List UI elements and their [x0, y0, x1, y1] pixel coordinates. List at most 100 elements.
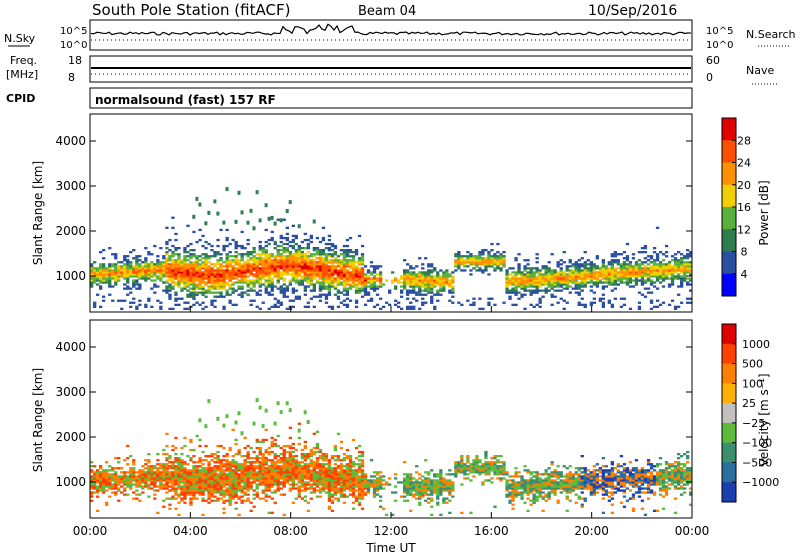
- data-cell: [409, 485, 413, 488]
- data-cell: [264, 253, 268, 256]
- data-cell: [309, 279, 313, 282]
- data-cell: [436, 497, 440, 500]
- data-cell: [93, 465, 97, 468]
- data-cell: [448, 275, 452, 278]
- data-cell: [210, 493, 214, 496]
- data-cell: [421, 271, 425, 274]
- data-cell: [493, 263, 497, 266]
- data-cell: [354, 253, 359, 256]
- data-cell: [375, 485, 380, 488]
- data-cell: [261, 265, 265, 268]
- data-cell: [210, 485, 214, 488]
- data-cell: [613, 259, 617, 262]
- data-cell: [433, 491, 437, 494]
- data-cell: [430, 275, 434, 278]
- data-cell: [168, 295, 172, 298]
- data-cell: [267, 465, 271, 468]
- data-cell: [246, 293, 250, 296]
- data-cell: [240, 257, 244, 260]
- data-cell: [336, 295, 341, 298]
- data-cell: [436, 279, 440, 282]
- data-cell: [363, 477, 368, 480]
- data-cell: [195, 481, 199, 484]
- data-cell: [442, 289, 446, 292]
- data-cell: [321, 261, 326, 264]
- data-cell: [556, 273, 560, 276]
- data-cell: [345, 291, 350, 294]
- data-cell: [114, 271, 118, 274]
- data-cell: [222, 463, 226, 466]
- data-cell: [306, 267, 310, 270]
- data-cell: [357, 463, 362, 466]
- data-cell: [595, 277, 599, 280]
- data-cell: [689, 263, 693, 266]
- data-cell: [300, 497, 304, 500]
- data-cell: [249, 461, 253, 464]
- data-cell: [472, 461, 476, 464]
- data-cell: [667, 303, 672, 306]
- data-cell: [472, 257, 476, 260]
- data-cell: [189, 249, 193, 252]
- data-cell: [123, 271, 127, 274]
- data-cell: [222, 247, 226, 250]
- data-cell: [270, 479, 274, 482]
- data-cell: [117, 467, 121, 470]
- data-cell: [553, 269, 557, 272]
- data-cell: [129, 251, 133, 254]
- data-cell: [177, 465, 181, 468]
- data-cell: [577, 287, 581, 290]
- data-cell: [336, 483, 341, 486]
- data-cell: [258, 275, 262, 278]
- data-cell: [403, 489, 407, 492]
- data-cell: [457, 251, 461, 254]
- data-cell: [261, 273, 265, 276]
- data-cell: [327, 499, 332, 502]
- data-cell: [168, 238, 172, 242]
- data-cell: [168, 283, 172, 286]
- data-cell: [270, 279, 274, 282]
- data-cell: [439, 269, 443, 272]
- data-cell: [345, 455, 350, 458]
- data-cell: [192, 461, 196, 464]
- data-cell: [484, 249, 488, 252]
- data-cell: [442, 487, 446, 490]
- data-cell: [222, 295, 226, 298]
- data-cell: [267, 473, 271, 476]
- data-cell: [186, 477, 190, 480]
- data-cell: [655, 273, 660, 276]
- data-cell: [658, 269, 663, 272]
- data-cell: [297, 428, 301, 433]
- data-cell: [315, 253, 320, 256]
- data-cell: [481, 259, 485, 262]
- data-cell: [583, 269, 587, 272]
- data-cell: [658, 275, 663, 278]
- data-cell: [96, 271, 100, 274]
- data-cell: [643, 279, 648, 282]
- data-cell: [204, 477, 208, 480]
- data-cell: [108, 275, 112, 278]
- data-cell: [132, 249, 136, 252]
- data-cell: [237, 465, 241, 468]
- data-cell: [321, 267, 326, 270]
- data-cell: [333, 459, 338, 462]
- data-cell: [144, 471, 148, 474]
- data-cell: [478, 257, 482, 260]
- data-cell: [228, 469, 232, 472]
- data-cell: [556, 263, 560, 266]
- data-cell: [186, 487, 190, 490]
- data-cell: [379, 275, 383, 278]
- data-cell: [409, 291, 413, 294]
- data-cell: [180, 446, 184, 450]
- data-cell: [264, 281, 268, 284]
- data-cell: [129, 291, 133, 294]
- data-cell: [439, 289, 443, 292]
- data-cell: [255, 267, 259, 270]
- data-cell: [430, 491, 434, 494]
- data-cell: [436, 481, 440, 484]
- data-cell: [333, 479, 338, 482]
- data-cell: [261, 257, 265, 260]
- data-cell: [297, 481, 301, 484]
- data-cell: [315, 467, 320, 470]
- data-cell: [324, 485, 329, 488]
- data-cell: [655, 226, 660, 229]
